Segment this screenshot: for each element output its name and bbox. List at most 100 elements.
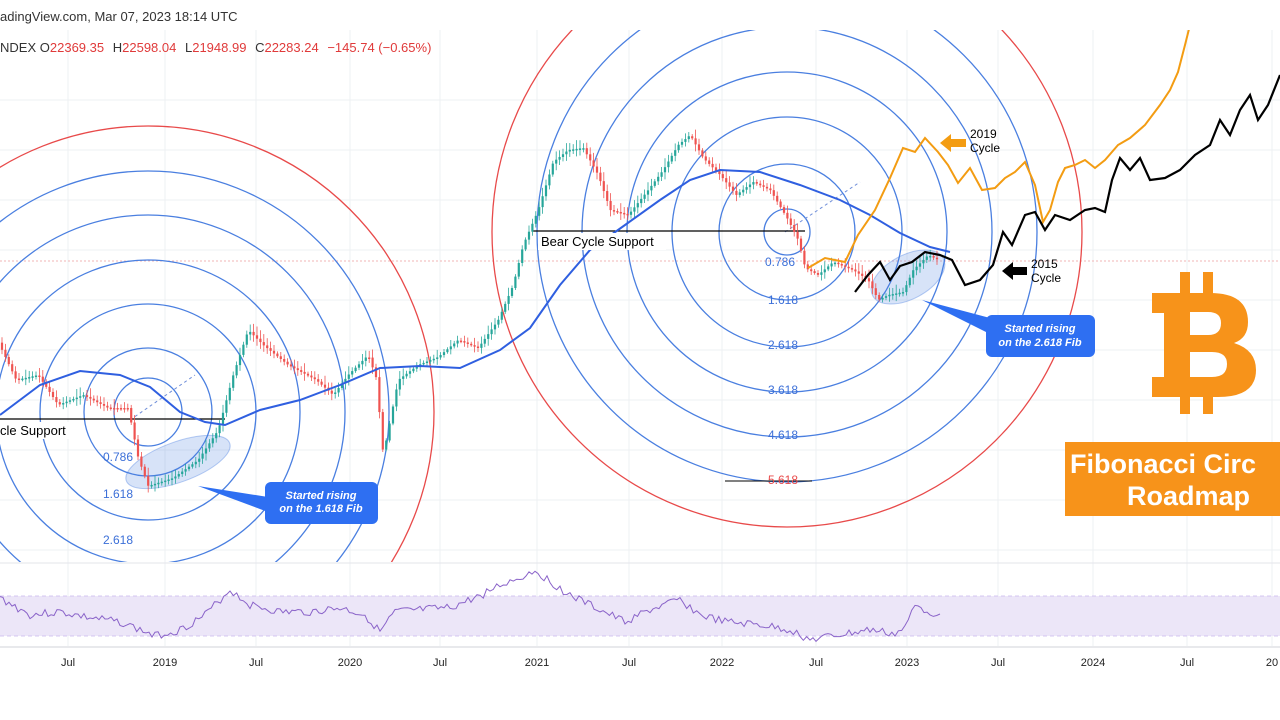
close-value: 22283.24 [264,40,319,55]
candle-body [99,402,102,404]
candle-body [368,357,371,359]
timestamp: Mar 07, 2023 18:14 UTC [94,9,238,24]
candle-body [704,156,707,161]
candle-body [225,400,228,413]
bitcoin-logo-icon [1152,272,1256,414]
candle-body [364,357,367,361]
candle-body [663,167,667,173]
candle-body [126,408,129,410]
fib-label-left: 2.618 [103,533,133,547]
candle-body [585,148,588,155]
candle-body [476,346,480,349]
candle-body [85,395,89,397]
candle-body [55,397,58,403]
callout-right-text-2: on the 2.618 Fib [998,337,1081,349]
candle-body [905,285,908,293]
candle-body [41,376,44,382]
candle-body [548,174,551,186]
candle-body [283,359,286,362]
candle-body [650,185,653,191]
change-value: −145.74 (−0.65%) [327,40,432,55]
candle-body [232,375,235,388]
candle-body [490,329,493,335]
fib-label-left: 1.618 [103,487,133,501]
candle-body [385,440,388,450]
fib-label-right: 4.618 [768,428,798,442]
candle-body [160,481,163,484]
candle-body [609,200,612,211]
fib-label-right: 3.618 [768,383,798,397]
candle-body [130,408,133,423]
candle-body [181,471,184,475]
candle-body [643,194,646,199]
candle-body [796,231,799,239]
x-tick-label: Jul [622,657,636,669]
title-line-1: Fibonacci Circ [1070,449,1257,479]
candle-body [616,211,619,213]
candle-body [606,191,609,201]
candle-body [459,340,463,343]
callout-right: Started rising on the 2.618 Fib [922,300,1095,357]
left-support-bg [0,422,75,439]
candle-body [92,398,95,401]
candle-body [589,154,592,161]
candle-body [405,373,408,377]
candle-body [521,249,524,263]
candle-body [184,469,187,472]
candle-body [558,156,561,160]
candle-body [24,377,27,380]
candle-body [208,443,211,449]
candle-body [259,338,262,343]
cycle-2015-label-1: 2015 [1031,257,1058,271]
candle-body [361,360,364,365]
candle-body [691,136,694,139]
candle-body [731,186,735,191]
candle-body [561,154,565,157]
high-value: 22598.04 [122,40,177,55]
candle-body [113,408,116,410]
candle-body [888,294,891,297]
candle-body [242,344,245,355]
candle-body [806,264,809,270]
candle-body [578,148,582,150]
candle-body [626,213,629,216]
candle-body [684,139,687,142]
candle-body [789,218,792,225]
candle-body [89,396,92,399]
left-support-label: cle Support [0,423,66,438]
fib-circle-outer [491,30,1083,528]
fib-circles-right [491,30,1083,528]
candle-body [449,346,452,350]
candle-body [619,211,622,214]
fib-circle [0,259,301,562]
candle-body [221,412,225,426]
title-box: Fibonacci Circ Roadmap [1065,442,1280,516]
candle-body [599,172,602,182]
candle-body [779,201,782,208]
candle-body [500,311,503,320]
fib-circle [626,71,948,393]
candle-body [565,151,568,155]
candle-body [786,212,789,219]
candle-body [300,370,303,372]
candle-body [908,277,911,286]
candle-body [752,182,755,185]
candle-body [381,412,384,450]
fib-label-right: 0.786 [765,255,795,269]
candle-body [198,458,201,462]
candle-body [544,185,548,197]
candle-body [551,163,554,175]
candle-body [697,144,701,151]
candle-body [881,297,884,300]
fib-label-right: 1.618 [768,293,798,307]
candle-body [68,400,72,402]
candle-body [524,239,527,250]
candle-body [680,141,684,145]
candle-body [310,375,313,378]
candle-body [51,391,55,398]
candle-body [874,288,877,295]
candle-body [102,403,106,406]
candle-body [446,349,449,353]
candle-body [718,170,721,175]
candle-body [317,379,320,382]
